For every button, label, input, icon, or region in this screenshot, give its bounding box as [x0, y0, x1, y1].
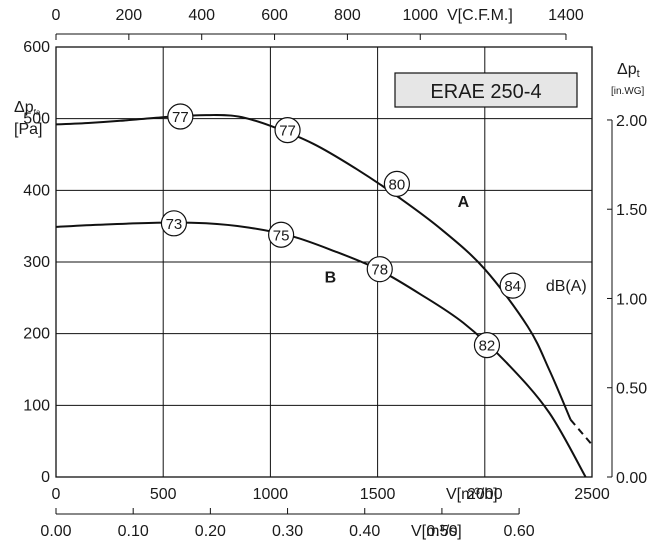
sound-level-marker — [383, 170, 410, 197]
dba-label: dB(A) — [546, 278, 587, 295]
right-tick-label: 0.50 — [616, 381, 647, 398]
sound-level-value: 77 — [172, 109, 189, 126]
sound-level-marker — [268, 221, 295, 248]
right-tick-label: 2.00 — [616, 113, 647, 130]
right-inwg-axis: 0.00 0.50 1.00 1.50 2.00 — [607, 113, 647, 487]
sound-level-value: 78 — [371, 262, 388, 279]
sound-level-marker — [499, 272, 526, 299]
grid — [56, 47, 592, 477]
m3s-tick-label: 0.20 — [195, 523, 226, 540]
x-tick-label: 1000 — [253, 486, 289, 503]
x-tick-label: 2000 — [467, 486, 503, 503]
x-axis-unit-label: V[m³/h] — [446, 486, 498, 503]
x-tick-label: 500 — [150, 486, 177, 503]
plot-frame — [55, 46, 593, 478]
x-tick-label: 1500 — [360, 486, 396, 503]
sound-level-value: 77 — [279, 123, 296, 140]
sound-level-marker — [167, 103, 194, 130]
bottom-x-axis: 0 500 1000 1500 2000 2500 — [52, 486, 610, 503]
right-tick-label: 1.00 — [616, 291, 647, 308]
y-tick-label: 300 — [23, 254, 50, 271]
model-box — [394, 72, 578, 108]
model-label: ERAE 250-4 — [430, 81, 541, 103]
sound-level-value: 73 — [166, 216, 183, 233]
m3s-tick-label: 0.50 — [426, 523, 457, 540]
y-tick-label: 400 — [23, 182, 50, 199]
sound-level-marker — [473, 332, 501, 359]
m3s-tick-label: 0.30 — [272, 523, 303, 540]
top-cfm-axis: 0 200 400 600 800 1000 1400 — [52, 7, 584, 40]
curve-a-dashed-tail — [569, 419, 593, 446]
top-tick-label: 800 — [334, 7, 361, 24]
sound-level-value: 75 — [273, 227, 290, 244]
sound-level-value: 84 — [504, 278, 521, 295]
x-tick-label: 0 — [52, 486, 61, 503]
right-axis-label: Δpt — [617, 61, 640, 80]
bottom-m3s-axis: 0.00 0.10 0.20 0.30 0.40 0.50 0.60 — [40, 508, 535, 540]
m3s-tick-label: 0.00 — [40, 523, 71, 540]
right-tick-label: 1.50 — [616, 202, 647, 219]
right-axis-unit-label: [in.WG] — [611, 86, 645, 97]
top-tick-label: 1400 — [548, 7, 584, 24]
y-tick-label: 200 — [23, 326, 50, 343]
top-tick-label: 600 — [261, 7, 288, 24]
sound-level-marker — [160, 210, 188, 237]
right-tick-label: 0.00 — [616, 470, 647, 487]
m3s-tick-label: 0.60 — [504, 523, 535, 540]
top-tick-label: 400 — [188, 7, 215, 24]
m3s-tick-label: 0.10 — [118, 523, 149, 540]
sound-level-marker — [366, 256, 393, 283]
x-tick-label: 2500 — [574, 486, 610, 503]
y-tick-label: 600 — [23, 39, 50, 56]
left-y-axis: 0 100 200 300 400 500 600 — [23, 39, 50, 486]
sound-level-marker — [274, 117, 301, 144]
sound-level-value: 80 — [389, 176, 406, 193]
top-tick-label: 200 — [116, 7, 143, 24]
curve-label-a: A — [458, 194, 470, 211]
y-axis-label: Δpfa — [14, 99, 41, 117]
y-tick-label: 500 — [23, 111, 50, 128]
sound-level-markers: 77 77 80 84 73 75 78 82 — [160, 103, 526, 359]
y-tick-label: 0 — [41, 469, 50, 486]
m3s-axis-unit-label: V[m³/s] — [411, 523, 462, 540]
curve-b — [55, 221, 587, 478]
m3s-tick-label: 0.40 — [349, 523, 380, 540]
curve-a — [55, 114, 572, 421]
top-tick-label: 0 — [52, 7, 61, 24]
sound-level-value: 82 — [479, 338, 496, 355]
cfm-axis-unit-label: V[C.F.M.] — [447, 7, 513, 24]
y-tick-label: 100 — [23, 397, 50, 414]
y-axis-unit-label: [Pa] — [14, 121, 42, 138]
top-tick-label: 1000 — [402, 7, 438, 24]
curve-label-b: B — [325, 269, 337, 286]
